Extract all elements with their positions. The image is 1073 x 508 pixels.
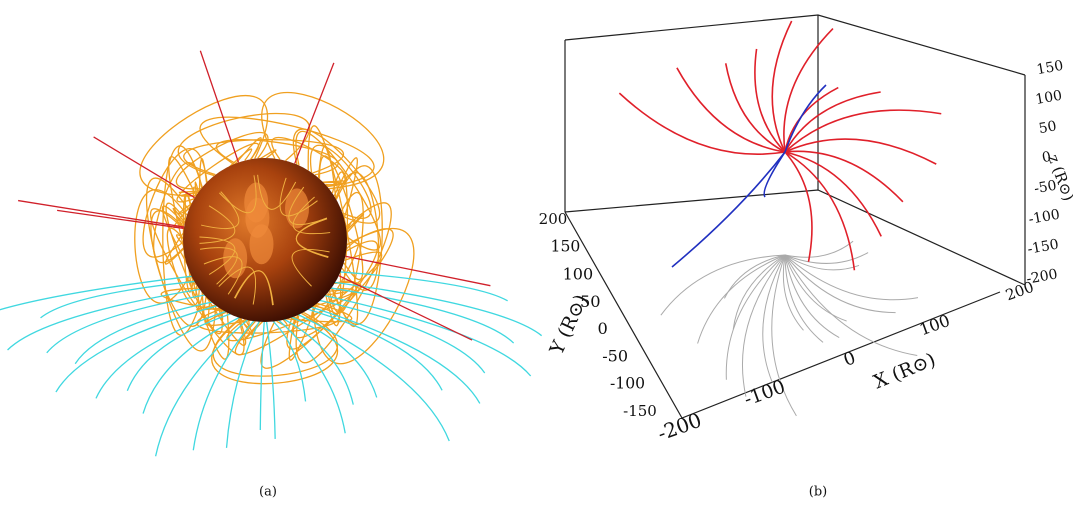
projected-line — [785, 255, 918, 300]
open-field-line — [8, 285, 224, 350]
open-field-line — [267, 322, 276, 439]
axis-box — [565, 15, 1025, 418]
page: -200-1000100200X (R⊙)200150100500-50-100… — [0, 0, 1073, 508]
open-field-line — [285, 315, 376, 398]
axis-label: X (R⊙) — [871, 349, 939, 394]
projected-line — [785, 241, 853, 257]
open-field-line — [96, 308, 237, 399]
tick-label: 0 — [598, 319, 608, 338]
tick-label: -200 — [654, 408, 704, 446]
tick-label: 150 — [1035, 58, 1064, 78]
tick-label: 100 — [563, 264, 594, 283]
tick-label: -100 — [610, 375, 645, 393]
open-field-line — [290, 311, 449, 441]
field-line — [785, 152, 854, 270]
tick-label: -100 — [741, 376, 788, 410]
field-line — [772, 21, 791, 152]
tick-label: -100 — [1027, 207, 1061, 228]
tick-label: 0 — [841, 348, 858, 371]
field-line — [785, 151, 903, 201]
panel-a — [0, 51, 542, 456]
tick-label: -150 — [1026, 237, 1060, 258]
caption: (a) — [259, 485, 277, 500]
field-line — [755, 49, 785, 152]
field-line — [785, 152, 881, 236]
figure: -200-1000100200X (R⊙)200150100500-50-100… — [0, 0, 1073, 508]
tick-label: -200 — [1025, 266, 1059, 287]
tick-label: 150 — [551, 237, 581, 255]
tick-label: -150 — [623, 402, 657, 420]
tick-label: 100 — [1034, 88, 1063, 108]
axis-label: z (R⊙) — [1044, 152, 1073, 203]
tick-label: 100 — [917, 311, 953, 339]
caption: (b) — [809, 485, 827, 500]
axis-label: Y (R⊙) — [545, 291, 592, 359]
field-line — [672, 152, 785, 267]
tick-label: 200 — [539, 210, 568, 228]
field-line — [677, 68, 785, 152]
tick-label: 50 — [1038, 118, 1058, 137]
box-top — [565, 15, 1025, 75]
tick-label: -50 — [602, 347, 628, 366]
projected-line — [783, 255, 803, 330]
field-line — [785, 110, 941, 152]
